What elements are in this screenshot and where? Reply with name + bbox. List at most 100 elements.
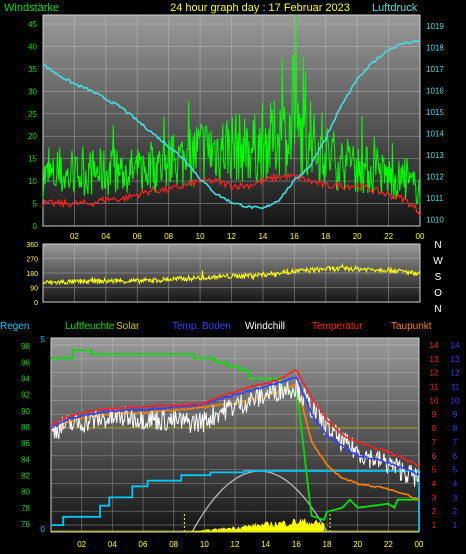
compass-label: N (434, 240, 441, 251)
pressure-tick-label: 1010 (426, 216, 444, 225)
humidity-tick-label: 80 (21, 488, 30, 497)
legend-item: Regen (0, 321, 29, 332)
wind-tick-label: 10 (28, 177, 37, 186)
hour-tick-label: 12 (227, 232, 236, 241)
rain-series (51, 470, 420, 532)
humidity-tick-label: 82 (21, 471, 30, 480)
ground-temperature-tick-label: 6 (453, 452, 458, 461)
temperature-tick-label: 2 (432, 507, 437, 516)
ground-temperature-tick-label: 9 (453, 410, 458, 419)
humidity-tick-label: 96 (21, 358, 30, 367)
hour-tick-label: 02 (77, 540, 86, 549)
temperature-tick-label: 6 (432, 452, 437, 461)
legend-item: Temperatur (312, 321, 363, 332)
hour-tick-label: 00 (415, 540, 424, 549)
wind-average-series (42, 171, 421, 217)
temperature-series (50, 369, 419, 467)
direction-plot-area (42, 243, 421, 303)
wind-pressure-panel: Windstärke 24 hour graph day : 17 Februa… (4, 2, 444, 241)
pressure-tick-label: 1018 (426, 43, 444, 52)
temperature-tick-label: 10 (430, 396, 439, 405)
hour-tick-label: 00 (416, 232, 425, 241)
hour-tick-label: 20 (353, 540, 362, 549)
hour-tick-label: 10 (200, 540, 209, 549)
wind-tick-label: 35 (28, 65, 37, 74)
ground-temperature-tick-label: 11 (451, 383, 460, 392)
humidity-tick-label: 88 (21, 423, 30, 432)
temperature-tick-label: 14 (430, 341, 439, 350)
ground-temperature-tick-label: 13 (451, 355, 460, 364)
wind-speed-series (42, 14, 421, 206)
ground-temperature-tick-label: 5 (453, 466, 458, 475)
pressure-tick-label: 1012 (426, 172, 444, 181)
legend-item: Temp. Boden (172, 321, 231, 332)
compass-label: W (433, 256, 443, 267)
temperature-tick-label: 5 (432, 466, 437, 475)
hour-tick-label: 08 (164, 232, 173, 241)
legend-item: Solar (116, 321, 140, 332)
direction-tick-label: 180 (26, 271, 38, 278)
pressure-tick-label: 1015 (426, 108, 444, 117)
temperature-tick-label: 11 (430, 383, 439, 392)
humidity-tick-label: 90 (21, 407, 30, 416)
hour-tick-label: 14 (258, 232, 267, 241)
hour-tick-label: 08 (169, 540, 178, 549)
direction-tick-label: 0 (34, 300, 38, 307)
ground-temperature-tick-label: 14 (451, 341, 460, 350)
legend-item: Luftfeuchte (65, 321, 115, 332)
hour-tick-label: 06 (139, 540, 148, 549)
legend-item: Taupunkt (391, 321, 432, 332)
ground-temperature-series (50, 376, 420, 476)
ground-temperature-tick-label: 4 (453, 480, 458, 489)
humidity-tick-label: 84 (21, 455, 30, 464)
wind-axis-title: Windstärke (4, 2, 59, 14)
wind-tick-label: 15 (28, 155, 37, 164)
temperature-tick-label: 9 (432, 410, 437, 419)
direction-tick-label: 90 (30, 286, 38, 293)
hour-tick-label: 22 (384, 540, 393, 549)
hour-tick-label: 14 (261, 540, 270, 549)
wind-tick-label: 0 (33, 222, 38, 231)
legend-item: Windchill (245, 321, 285, 332)
humidity-tick-label: 78 (21, 504, 30, 513)
chart-title: 24 hour graph day : 17 Februar 2023 (170, 2, 350, 14)
compass-label: S (435, 272, 442, 283)
pressure-tick-label: 1019 (426, 22, 444, 31)
compass-label: O (434, 288, 442, 299)
temperature-tick-label: 8 (432, 424, 437, 433)
ground-temperature-tick-label: 3 (453, 493, 458, 502)
rain-tick-label: 0 (41, 525, 46, 534)
temperature-tick-label: 7 (432, 438, 437, 447)
pressure-tick-label: 1011 (426, 194, 444, 203)
temperature-plot-area (50, 337, 420, 533)
hour-tick-label: 20 (353, 232, 362, 241)
humidity-tick-label: 76 (21, 520, 30, 529)
hour-tick-label: 12 (231, 540, 240, 549)
hour-tick-label: 16 (292, 540, 301, 549)
hour-tick-label: 10 (196, 232, 205, 241)
wind-tick-label: 40 (28, 42, 37, 51)
ground-temperature-tick-label: 10 (451, 396, 460, 405)
ground-temperature-tick-label: 8 (453, 424, 458, 433)
hour-tick-label: 04 (108, 540, 117, 549)
ground-temperature-tick-label: 7 (453, 438, 458, 447)
humidity-tick-label: 94 (21, 374, 30, 383)
temperature-tick-label: 13 (430, 355, 439, 364)
hour-tick-label: 22 (384, 232, 393, 241)
hour-tick-label: 04 (101, 232, 110, 241)
temperature-tick-label: 4 (432, 480, 437, 489)
humidity-tick-label: 98 (21, 342, 30, 351)
humidity-tick-label: 92 (21, 391, 30, 400)
humidity-tick-label: 86 (21, 439, 30, 448)
ground-temperature-tick-label: 1 (453, 521, 458, 530)
hour-tick-label: 16 (290, 232, 299, 241)
pressure-tick-label: 1017 (426, 65, 444, 74)
pressure-tick-label: 1016 (426, 86, 444, 95)
hour-tick-label: 18 (323, 540, 332, 549)
temperature-tick-label: 12 (430, 369, 439, 378)
pressure-tick-label: 1014 (426, 129, 444, 138)
ground-temperature-tick-label: 12 (451, 369, 460, 378)
direction-tick-label: 270 (26, 257, 38, 264)
